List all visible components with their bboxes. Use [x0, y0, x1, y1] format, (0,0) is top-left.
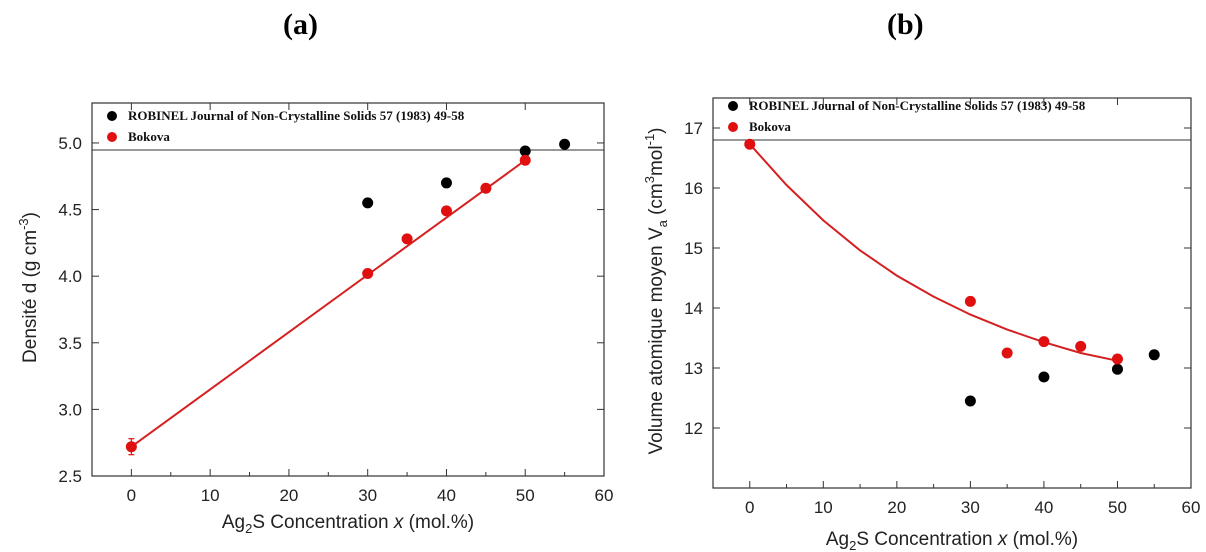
legend-label-robinel: ROBINEL Journal of Non-Crystalline Solid… — [128, 108, 465, 123]
data-point-robinel — [362, 197, 374, 209]
legend-marker-bokova — [728, 122, 738, 132]
x-tick-label: 60 — [595, 486, 614, 505]
panel-label-a: (a) — [283, 8, 318, 41]
plot-frame — [712, 97, 1192, 489]
fit-line — [749, 143, 1118, 362]
data-point-bokova — [1111, 353, 1123, 365]
x-axis-title: Ag2S Concentration x (mol.%) — [826, 529, 1078, 552]
x-tick-label: 20 — [887, 498, 906, 517]
data-point-bokova — [519, 154, 531, 166]
x-tick-label: 10 — [814, 498, 833, 517]
y-tick-label: 17 — [684, 119, 703, 138]
chart-panel-b: 0 10 20 30 40 50 60 12 13 14 15 16 17 Ag2S Concentrat… — [642, 97, 1201, 552]
x-tick-label: 0 — [745, 498, 754, 517]
plot-frame — [91, 102, 605, 477]
y-tick-label: 15 — [684, 239, 703, 258]
data-point-robinel — [519, 145, 531, 157]
chart-panel-a: 0 10 20 30 40 50 60 2.5 3.0 3.5 4.0 4.5 5.0 Ag2S Conc… — [16, 102, 614, 536]
data-point-bokova — [480, 182, 492, 194]
data-point-robinel — [1038, 371, 1050, 383]
y-axis-title: Densité d (g cm-3) — [16, 212, 41, 363]
fit-line — [130, 159, 526, 448]
x-tick-label: 50 — [516, 486, 535, 505]
panel-label-b: (b) — [887, 8, 924, 41]
data-point-bokova — [440, 205, 452, 217]
data-point-bokova — [362, 268, 374, 280]
legend-marker-bokova — [107, 132, 117, 142]
legend-label-bokova: Bokova — [749, 119, 791, 134]
y-tick-label: 4.0 — [58, 267, 82, 286]
x-tick-label: 40 — [1034, 498, 1053, 517]
legend-marker-robinel — [728, 101, 738, 111]
legend-label-robinel: ROBINEL Journal of Non-Crystalline Solid… — [749, 98, 1086, 113]
data-point-bokova — [744, 138, 756, 150]
legend-marker-robinel — [107, 111, 117, 121]
y-tick-label: 3.5 — [58, 334, 82, 353]
y-tick-label: 2.5 — [58, 467, 82, 486]
data-point-robinel — [559, 138, 571, 150]
y-tick-label: 4.5 — [58, 201, 82, 220]
x-tick-label: 0 — [127, 486, 136, 505]
data-point-bokova — [1038, 336, 1050, 348]
data-point-robinel — [1111, 363, 1123, 375]
data-point-robinel — [1148, 349, 1160, 361]
data-point-bokova — [125, 441, 137, 453]
y-axis-title: Volume atomique moyen Va (cm3mol-1) — [642, 128, 670, 455]
x-tick-label: 10 — [201, 486, 220, 505]
x-tick-label: 20 — [279, 486, 298, 505]
y-tick-label: 12 — [684, 419, 703, 438]
data-point-robinel — [964, 395, 976, 407]
data-point-bokova — [1075, 340, 1087, 352]
x-tick-label: 30 — [358, 486, 377, 505]
x-axis-title: Ag2S Concentration x (mol.%) — [222, 512, 474, 536]
legend-label-bokova: Bokova — [128, 129, 170, 144]
data-point-bokova — [401, 233, 413, 245]
y-tick-label: 5.0 — [58, 134, 82, 153]
x-tick-label: 50 — [1108, 498, 1127, 517]
y-tick-label: 3.0 — [58, 400, 82, 419]
y-tick-label: 16 — [684, 179, 703, 198]
data-point-bokova — [964, 295, 976, 307]
data-point-bokova — [1001, 347, 1013, 359]
y-tick-label: 14 — [684, 299, 703, 318]
x-tick-label: 60 — [1182, 498, 1201, 517]
y-tick-label: 13 — [684, 359, 703, 378]
data-point-robinel — [440, 177, 452, 189]
x-tick-label: 40 — [437, 486, 456, 505]
x-tick-label: 30 — [961, 498, 980, 517]
